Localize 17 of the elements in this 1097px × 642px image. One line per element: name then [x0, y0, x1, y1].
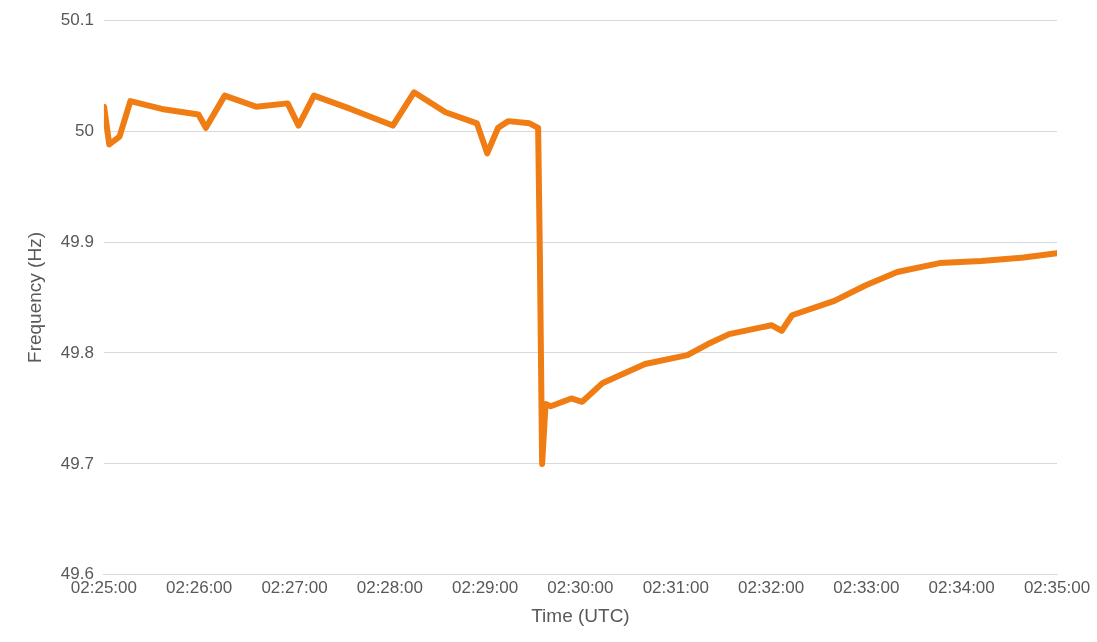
x-tick-label: 02:27:00: [261, 577, 328, 597]
x-tick-label: 02:28:00: [356, 577, 423, 597]
y-tick-label: 50: [74, 120, 94, 140]
x-tick-label: 02:30:00: [547, 577, 614, 597]
x-tick-label: 02:35:00: [1023, 577, 1091, 597]
x-tick-label: 02:33:00: [833, 577, 900, 597]
x-tick-label: 02:34:00: [928, 577, 995, 597]
x-tick-label: 02:32:00: [737, 577, 805, 597]
x-tick-label: 02:29:00: [452, 577, 519, 597]
x-tick-label: 02:26:00: [166, 577, 233, 597]
x-axis-title: Time (UTC): [531, 604, 630, 626]
y-tick-label: 49.9: [60, 231, 94, 251]
y-tick-label: 49.8: [60, 342, 94, 362]
y-tick-label: 50.1: [60, 9, 94, 29]
y-tick-label: 49.7: [60, 453, 94, 473]
y-axis-title: Frequency (Hz): [23, 232, 45, 363]
x-tick-label: 02:31:00: [642, 577, 709, 597]
